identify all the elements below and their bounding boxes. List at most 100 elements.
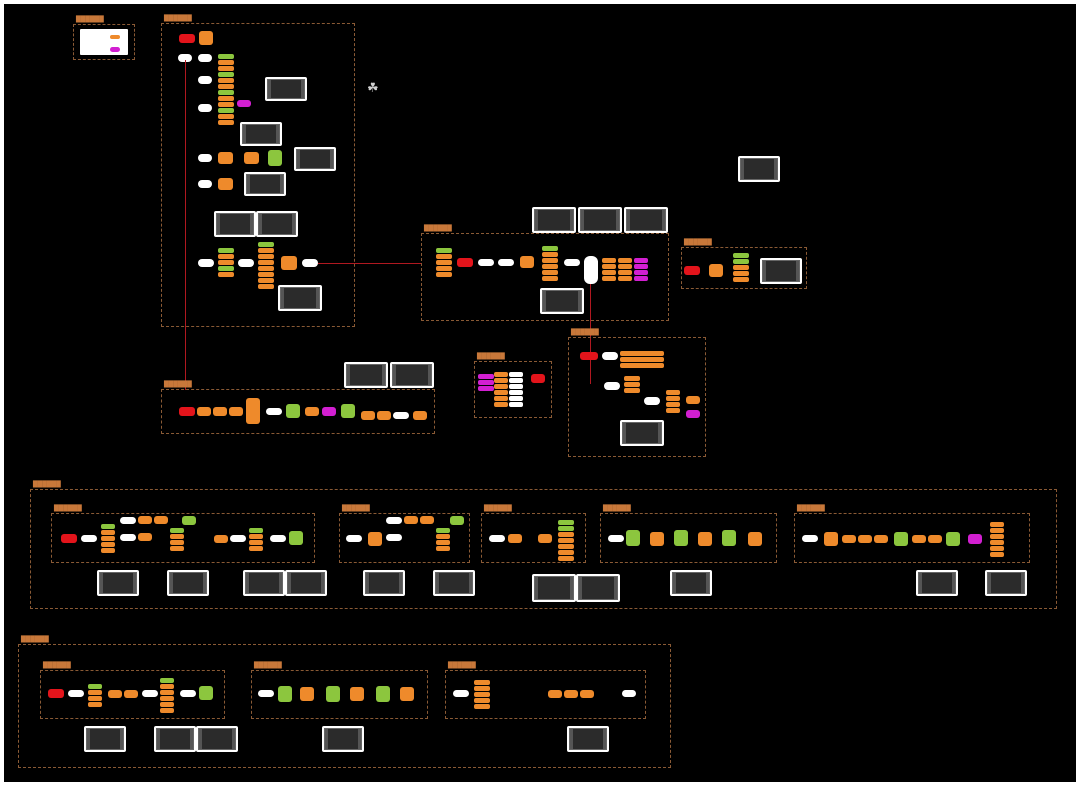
settings-node-white-2[interactable] [604,382,620,390]
main-node-white-6[interactable] [198,180,212,188]
row3-c-node-1[interactable] [508,534,522,543]
row3-b-node-white-2[interactable] [386,517,402,524]
row3-e-node-1[interactable] [824,532,838,546]
settings-magenta-node[interactable] [686,410,700,418]
row3-a-node-white-4[interactable] [230,535,246,542]
main-node-5[interactable] [281,256,297,270]
bottom-node-1[interactable] [197,407,211,416]
bottom-node-white-2[interactable] [393,412,409,419]
row4-c-node-1[interactable] [548,690,562,698]
main-node-white-5[interactable] [198,154,212,162]
main-node-white-2[interactable] [198,54,212,62]
row3-e-node-5[interactable] [912,535,926,543]
row4-b-node-2[interactable] [350,687,364,701]
row3-a-node-white-5[interactable] [270,535,286,542]
row4-c-node-2[interactable] [564,690,578,698]
row4-b-node-3[interactable] [400,687,414,701]
main-node-3[interactable] [244,152,259,164]
row3-b-node-2[interactable] [404,516,418,524]
row3-e-node-6[interactable] [928,535,942,543]
row3-b-node-1[interactable] [368,532,382,546]
row3-e-check[interactable] [894,532,908,546]
bottom-start-node[interactable] [179,407,195,416]
settings-node-1[interactable] [686,396,700,404]
center-node-white-3[interactable] [564,259,580,266]
main-node-white-3[interactable] [198,76,212,84]
row3-a-node-white-1[interactable] [81,535,97,542]
main-node-4[interactable] [218,178,233,190]
row4-a-node-2[interactable] [124,690,138,698]
row3-d-node-2[interactable] [698,532,712,546]
bottom-node-5[interactable] [305,407,319,416]
bottom-check-node[interactable] [286,404,300,418]
row3-a-node-4[interactable] [214,535,228,543]
right-start-node[interactable] [684,266,700,275]
row4-a-start-node[interactable] [48,689,64,698]
row4-a-node-white-2[interactable] [142,690,158,697]
row3-d-node-white[interactable] [608,535,624,542]
bottom-node-2[interactable] [213,407,227,416]
center-red-node[interactable] [457,258,473,267]
bottom-node-white-1[interactable] [266,408,282,415]
row3-a-check-node[interactable] [182,516,196,525]
center-node-white-1[interactable] [478,259,494,266]
row3-d-check-2[interactable] [674,530,688,546]
main-node-white-4[interactable] [198,104,212,112]
center-node-white-2[interactable] [498,259,514,266]
row3-e-magenta-node[interactable] [968,534,982,544]
settings-start-node[interactable] [580,352,598,360]
row3-b-node-white-1[interactable] [346,535,362,542]
row3-b-node-3[interactable] [420,516,434,524]
row3-a-node-white-2[interactable] [120,517,136,524]
popup-red-node[interactable] [531,374,545,383]
row3-a-node-white-3[interactable] [120,534,136,541]
main-magenta-node[interactable] [237,100,251,107]
row4-b-check-2[interactable] [326,686,340,702]
main-start-node[interactable] [179,34,195,43]
row4-a-check-node[interactable] [199,686,213,700]
right-node-1[interactable] [709,264,723,277]
row4-b-check-1[interactable] [278,686,292,702]
row3-a-node-3[interactable] [138,533,152,541]
row3-c-node-2[interactable] [538,534,552,543]
main-node-white-7[interactable] [198,259,214,267]
row3-a-node-2[interactable] [154,516,168,524]
bottom-node-4[interactable] [246,398,260,424]
row3-a-check-node-2[interactable] [289,531,303,545]
row3-d-node-1[interactable] [650,532,664,546]
row3-e-node-2[interactable] [842,535,856,543]
row4-a-node-1[interactable] [108,690,122,698]
main-node-2[interactable] [218,152,233,164]
center-node-white-4[interactable] [584,256,598,284]
main-node-white-1[interactable] [178,54,192,62]
cluster-icon[interactable]: ☘ [367,81,379,96]
bottom-node-8[interactable] [413,411,427,420]
row4-c-node-white-2[interactable] [622,690,636,697]
bottom-check-node-2[interactable] [341,404,355,418]
bottom-node-3[interactable] [229,407,243,416]
main-check-node-1[interactable] [268,150,282,166]
row4-b-check-3[interactable] [376,686,390,702]
row3-e-check-2[interactable] [946,532,960,546]
row4-c-node-3[interactable] [580,690,594,698]
row4-b-node-1[interactable] [300,687,314,701]
row3-e-node-3[interactable] [858,535,872,543]
settings-node-white-3[interactable] [644,397,660,405]
row4-a-node-white-3[interactable] [180,690,196,697]
row4-c-node-white-1[interactable] [453,690,469,697]
row3-a-start-node[interactable] [61,534,77,543]
row4-b-node-white[interactable] [258,690,274,697]
row3-e-node-white[interactable] [802,535,818,542]
center-node-1[interactable] [520,256,534,268]
main-node-white-8[interactable] [238,259,254,267]
row3-c-node-white[interactable] [489,535,505,542]
row4-a-node-white-1[interactable] [68,690,84,697]
row3-a-node-1[interactable] [138,516,152,524]
bottom-node-7[interactable] [377,411,391,420]
settings-node-white-1[interactable] [602,352,618,360]
main-node-1[interactable] [199,31,213,45]
bottom-node-6[interactable] [361,411,375,420]
main-node-white-9[interactable] [302,259,318,267]
row3-e-node-4[interactable] [874,535,888,543]
row3-d-check-1[interactable] [626,530,640,546]
